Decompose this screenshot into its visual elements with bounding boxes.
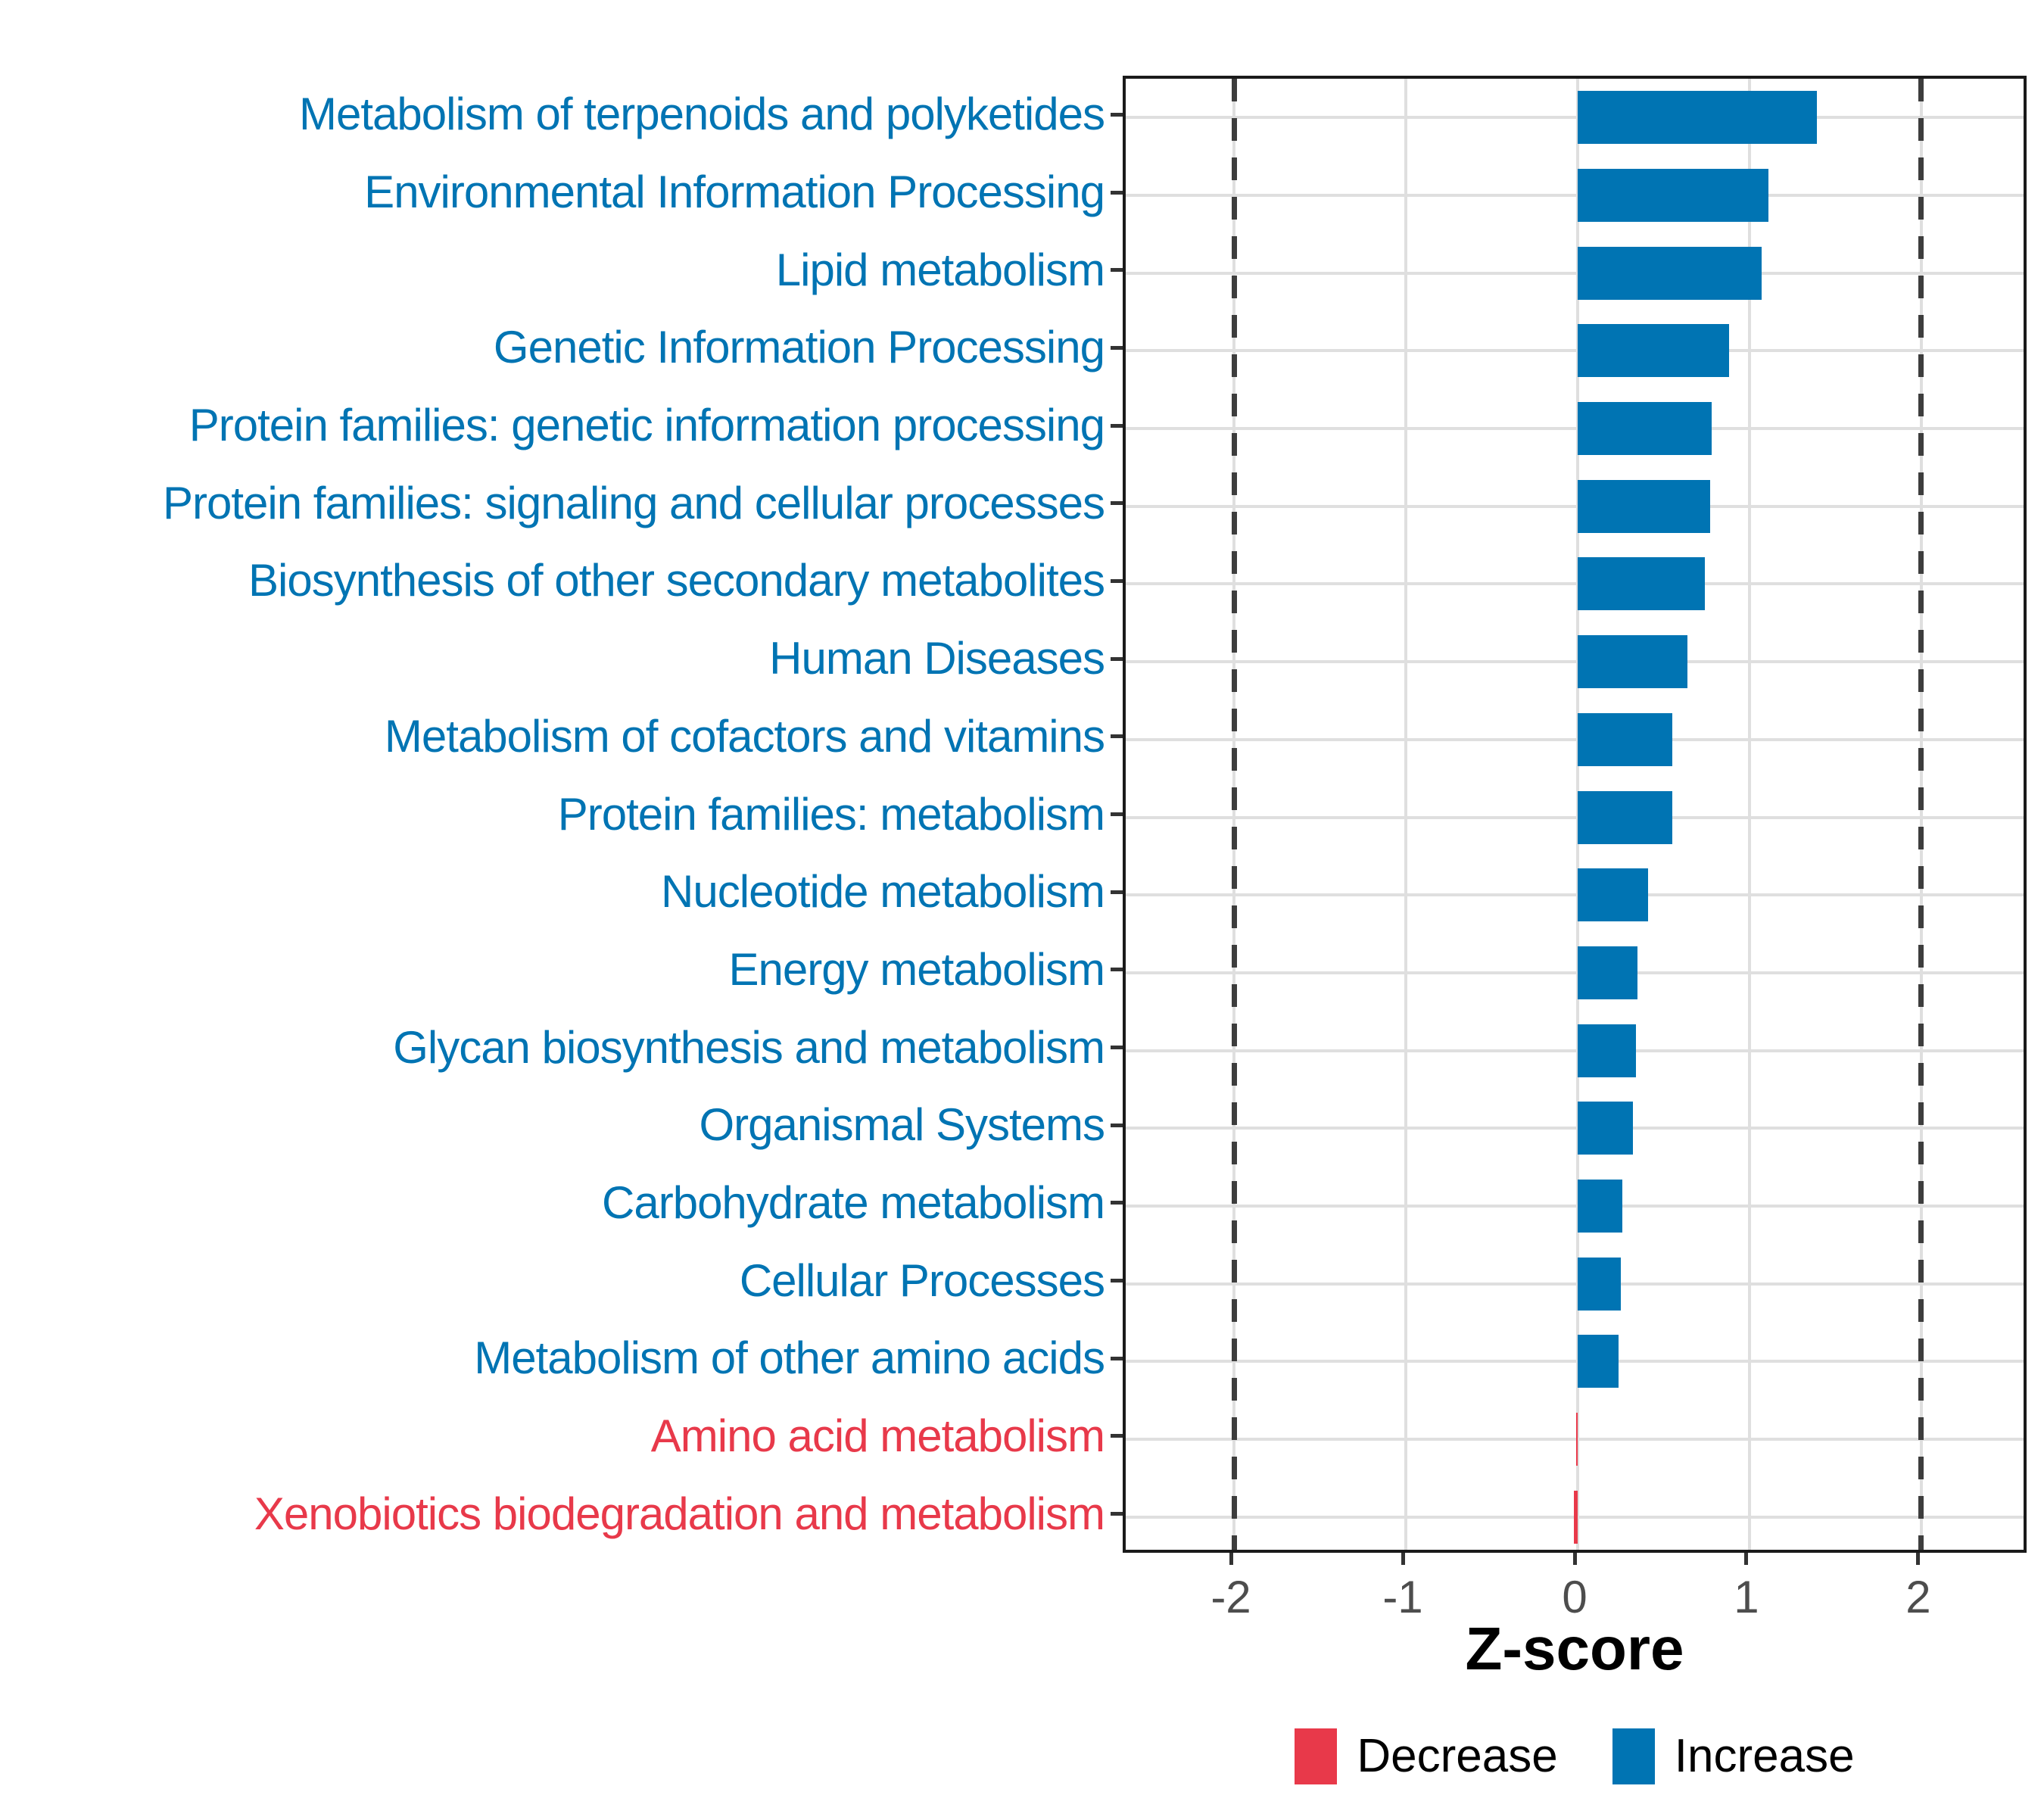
bar-11	[1578, 946, 1638, 999]
bar-4	[1578, 402, 1712, 456]
y-axis-label: Energy metabolism	[728, 943, 1105, 995]
y-tick-mark	[1111, 1046, 1123, 1050]
bar-6	[1578, 557, 1705, 611]
y-tick-mark	[1111, 890, 1123, 894]
bar-12	[1578, 1024, 1637, 1077]
y-axis-label: Lipid metabolism	[775, 244, 1105, 295]
y-tick-mark	[1111, 112, 1123, 117]
bar-7	[1578, 635, 1688, 689]
gridline-y-row	[1126, 1437, 2024, 1441]
legend: Decrease Increase	[1123, 1725, 2027, 1788]
reference-line-2	[1918, 79, 1924, 1550]
gridline-y-row	[1126, 815, 2024, 819]
x-tick-label: 1	[1734, 1572, 1759, 1622]
x-axis-title: Z-score	[1465, 1615, 1684, 1682]
gridline-y-row	[1126, 1282, 2024, 1286]
y-tick-mark	[1111, 968, 1123, 972]
x-tick-label: 0	[1562, 1572, 1588, 1622]
y-tick-mark	[1111, 1512, 1123, 1516]
bar-3	[1578, 324, 1729, 378]
bar-18	[1574, 1490, 1578, 1544]
gridline-y-row	[1126, 504, 2024, 508]
y-axis-label: Protein families: signaling and cellular…	[163, 477, 1105, 528]
bar-15	[1578, 1257, 1621, 1311]
y-tick-mark	[1111, 812, 1123, 816]
y-axis-label: Metabolism of terpenoids and polyketides	[299, 89, 1105, 140]
y-tick-mark	[1111, 1201, 1123, 1205]
y-axis-label: Environmental Information Processing	[364, 167, 1105, 218]
gridline-y-row	[1126, 737, 2024, 741]
y-tick-mark	[1111, 656, 1123, 661]
y-tick-mark	[1111, 734, 1123, 739]
x-tick-mark	[1229, 1553, 1233, 1565]
bar-1	[1578, 169, 1768, 223]
legend-label-decrease: Decrease	[1357, 1730, 1558, 1782]
y-axis-label: Carbohydrate metabolism	[602, 1177, 1105, 1228]
x-tick-label: 2	[1905, 1572, 1931, 1622]
y-axis-label: Genetic Information Processing	[493, 322, 1105, 373]
y-axis-label: Glycan biosynthesis and metabolism	[393, 1021, 1105, 1073]
y-tick-mark	[1111, 1356, 1123, 1360]
reference-line--2	[1231, 79, 1237, 1550]
y-tick-mark	[1111, 1434, 1123, 1438]
y-tick-mark	[1111, 345, 1123, 350]
bar-17	[1575, 1412, 1578, 1466]
y-tick-mark	[1111, 1123, 1123, 1127]
bar-10	[1578, 868, 1649, 922]
bar-5	[1578, 479, 1710, 533]
y-axis-label: Biosynthesis of other secondary metaboli…	[248, 555, 1105, 606]
gridline-y-row	[1126, 1049, 2024, 1052]
y-axis-label: Metabolism of cofactors and vitamins	[384, 710, 1105, 762]
y-tick-mark	[1111, 423, 1123, 428]
gridline-y-row	[1126, 427, 2024, 431]
bar-9	[1578, 790, 1672, 844]
x-tick-label: -1	[1382, 1572, 1423, 1622]
x-tick-label: -2	[1211, 1572, 1251, 1622]
y-tick-mark	[1111, 268, 1123, 273]
x-tick-mark	[1401, 1553, 1405, 1565]
gridline-y-row	[1126, 116, 2024, 120]
gridline-y-row	[1126, 971, 2024, 974]
decrease-swatch-icon	[1295, 1728, 1338, 1784]
bar-0	[1578, 91, 1817, 145]
gridline-y-row	[1126, 194, 2024, 198]
y-axis-label: Protein families: metabolism	[557, 788, 1105, 840]
y-axis-label: Cellular Processes	[739, 1254, 1105, 1306]
gridline-y-row	[1126, 582, 2024, 586]
plot-panel	[1123, 76, 2027, 1553]
bar-2	[1578, 246, 1762, 300]
bar-14	[1578, 1179, 1623, 1233]
gridline-y-row	[1126, 660, 2024, 664]
y-axis-label: Xenobiotics biodegradation and metabolis…	[254, 1488, 1105, 1539]
y-tick-mark	[1111, 190, 1123, 195]
bar-8	[1578, 712, 1672, 766]
y-axis-label: Amino acid metabolism	[650, 1410, 1105, 1461]
x-tick-mark	[1572, 1553, 1577, 1565]
increase-swatch-icon	[1612, 1728, 1655, 1784]
y-tick-mark	[1111, 1279, 1123, 1283]
gridline-y-row	[1126, 349, 2024, 353]
gridline-x-1	[1747, 79, 1751, 1550]
bar-16	[1578, 1335, 1619, 1388]
y-axis-label: Protein families: genetic information pr…	[189, 400, 1105, 451]
x-tick-mark	[1744, 1553, 1749, 1565]
gridline-y-row	[1126, 1360, 2024, 1364]
y-tick-mark	[1111, 578, 1123, 583]
legend-label-increase: Increase	[1674, 1730, 1855, 1782]
legend-item-increase: Increase	[1612, 1728, 1855, 1784]
gridline-y-row	[1126, 1127, 2024, 1130]
y-axis-label: Nucleotide metabolism	[661, 866, 1105, 918]
gridline-y-row	[1126, 893, 2024, 897]
gridline-y-row	[1126, 271, 2024, 275]
bar-13	[1578, 1102, 1633, 1155]
y-axis-label: Metabolism of other amino acids	[474, 1332, 1105, 1384]
legend-item-decrease: Decrease	[1295, 1728, 1558, 1784]
y-axis-label: Organismal Systems	[699, 1099, 1105, 1151]
gridline-x--1	[1404, 79, 1407, 1550]
y-axis-label: Human Diseases	[769, 633, 1105, 684]
y-tick-mark	[1111, 501, 1123, 506]
x-tick-mark	[1916, 1553, 1921, 1565]
gridline-y-row	[1126, 1204, 2024, 1208]
